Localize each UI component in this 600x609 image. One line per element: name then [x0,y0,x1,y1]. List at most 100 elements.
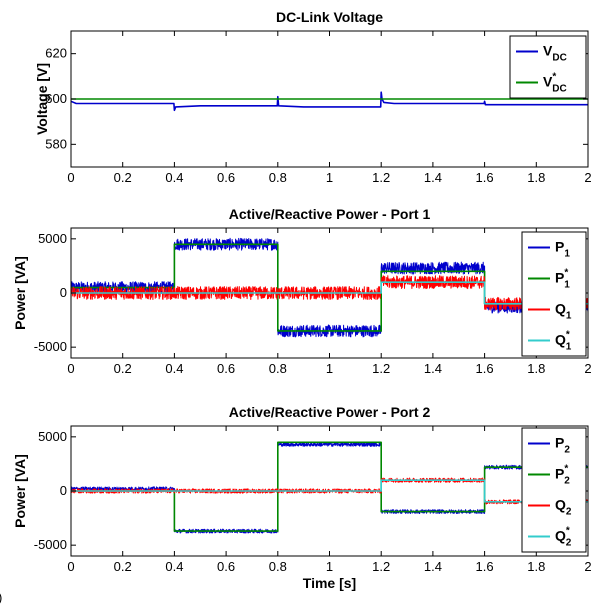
legend-label-P*2: P* 2 [555,464,570,487]
legend-label-P2: P2 [555,435,570,456]
legend-label-sub: DC [552,84,566,95]
y-axis-label: Power [VA] [12,256,28,330]
legend-label-base: Q [555,528,566,544]
x-tick-label: 0.8 [269,361,287,376]
x-tick-label: 1.2 [372,361,390,376]
series-line-Q*2 [71,479,588,503]
legend-label-sub: 1 [566,311,572,322]
x-tick-label: 1.8 [527,170,545,185]
chart-panel-1: DC-Link Voltage Voltage [V] 0 0.2 0.4 0.6 0.8 1… [34,9,592,185]
x-tick-label: 2 [584,170,591,185]
legend-label-base: P [555,466,564,482]
plot-area [71,441,588,534]
y-tick-label: 5000 [38,231,67,246]
x-tick-label: 1.6 [476,559,494,574]
legend-label-base: P [555,270,564,286]
y-tick-label: 580 [45,136,67,151]
legend-label-sub: 2 [564,445,570,456]
legend-label-base: P [555,239,564,255]
legend-label-base: Q [555,497,566,513]
x-tick-label: 0.6 [217,559,235,574]
y-axis-label: Voltage [V] [34,63,50,135]
legend-box [509,35,587,99]
legend-label-Q*1: Q* 1 [555,330,572,353]
x-tick-label: 1.4 [424,361,442,376]
legend-label-sup: * [566,330,570,341]
x-tick-label: 1 [326,361,333,376]
legend-label-sub: 1 [564,280,570,291]
legend-label-VDC: VDC [543,43,567,64]
legend-label-sup: * [566,526,570,537]
y-tick-label: 0 [60,483,67,498]
legend-label-Q1: Q1 [555,301,572,322]
chart-panel-2: Active/Reactive Power - Port 1 Power [VA]… [12,206,592,376]
legend-label-sup: * [552,72,556,83]
y-tick-label: 5000 [38,429,67,444]
x-tick-label: 0.6 [217,361,235,376]
panel-tag: ) [0,590,2,604]
x-tick-label: 0.8 [269,170,287,185]
chart-title: Active/Reactive Power - Port 1 [229,206,431,222]
chart-panel-3: Active/Reactive Power - Port 2 Power [VA]… [12,404,592,591]
legend-box [521,231,587,357]
y-tick-label: -5000 [34,339,67,354]
legend-label-sub: 2 [564,476,570,487]
legend-label-base: V [543,74,553,90]
x-tick-label: 2 [584,559,591,574]
legend-label-sup: * [564,464,568,475]
legend-label-sub: DC [552,53,566,64]
x-tick-label: 1 [326,559,333,574]
series-line-P2 [71,442,588,534]
legend-label-sub: 1 [566,342,572,353]
x-tick-label: 1.2 [372,170,390,185]
legend-label-base: Q [555,301,566,317]
legend-label-sub: 2 [566,538,572,549]
legend-label-base: V [543,43,553,59]
x-tick-label: 0.2 [114,559,132,574]
series-line-VDC [71,91,588,112]
x-tick-label: 0 [67,559,74,574]
y-tick-label: 620 [45,46,67,61]
x-tick-label: 0.4 [165,559,183,574]
legend-label-sub: 1 [564,249,570,260]
x-tick-label: 1.8 [527,559,545,574]
x-tick-label: 0 [67,170,74,185]
x-tick-label: 0.2 [114,170,132,185]
x-tick-label: 0 [67,361,74,376]
legend-label-Q*2: Q* 2 [555,526,572,549]
legend-label-P1: P1 [555,239,570,260]
legend-label-sup: * [564,268,568,279]
x-tick-label: 1.6 [476,361,494,376]
chart-title: DC-Link Voltage [276,9,383,25]
y-tick-label: -5000 [34,537,67,552]
y-tick-label: 600 [45,91,67,106]
legend-label-Q2: Q2 [555,497,572,518]
x-tick-label: 0.2 [114,361,132,376]
x-tick-label: 1.4 [424,559,442,574]
legend-label-base: P [555,435,564,451]
plot-area [71,237,588,338]
x-tick-label: 0.4 [165,361,183,376]
plot-area [71,91,588,112]
x-tick-label: 1.6 [476,170,494,185]
legend-label-P*1: P* 1 [555,268,570,291]
y-axis-label: Power [VA] [12,454,28,528]
x-axis-label: Time [s] [303,575,356,591]
x-tick-label: 1 [326,170,333,185]
x-tick-label: 0.6 [217,170,235,185]
series-line-Q1 [71,275,588,311]
series-line-P*1 [71,243,588,332]
x-tick-label: 1.4 [424,170,442,185]
x-tick-label: 0.4 [165,170,183,185]
legend-label-sub: 2 [566,507,572,518]
legend-label-base: Q [555,332,566,348]
x-tick-label: 2 [584,361,591,376]
series-line-Q*1 [71,281,588,305]
x-tick-label: 1.2 [372,559,390,574]
x-tick-label: 0.8 [269,559,287,574]
